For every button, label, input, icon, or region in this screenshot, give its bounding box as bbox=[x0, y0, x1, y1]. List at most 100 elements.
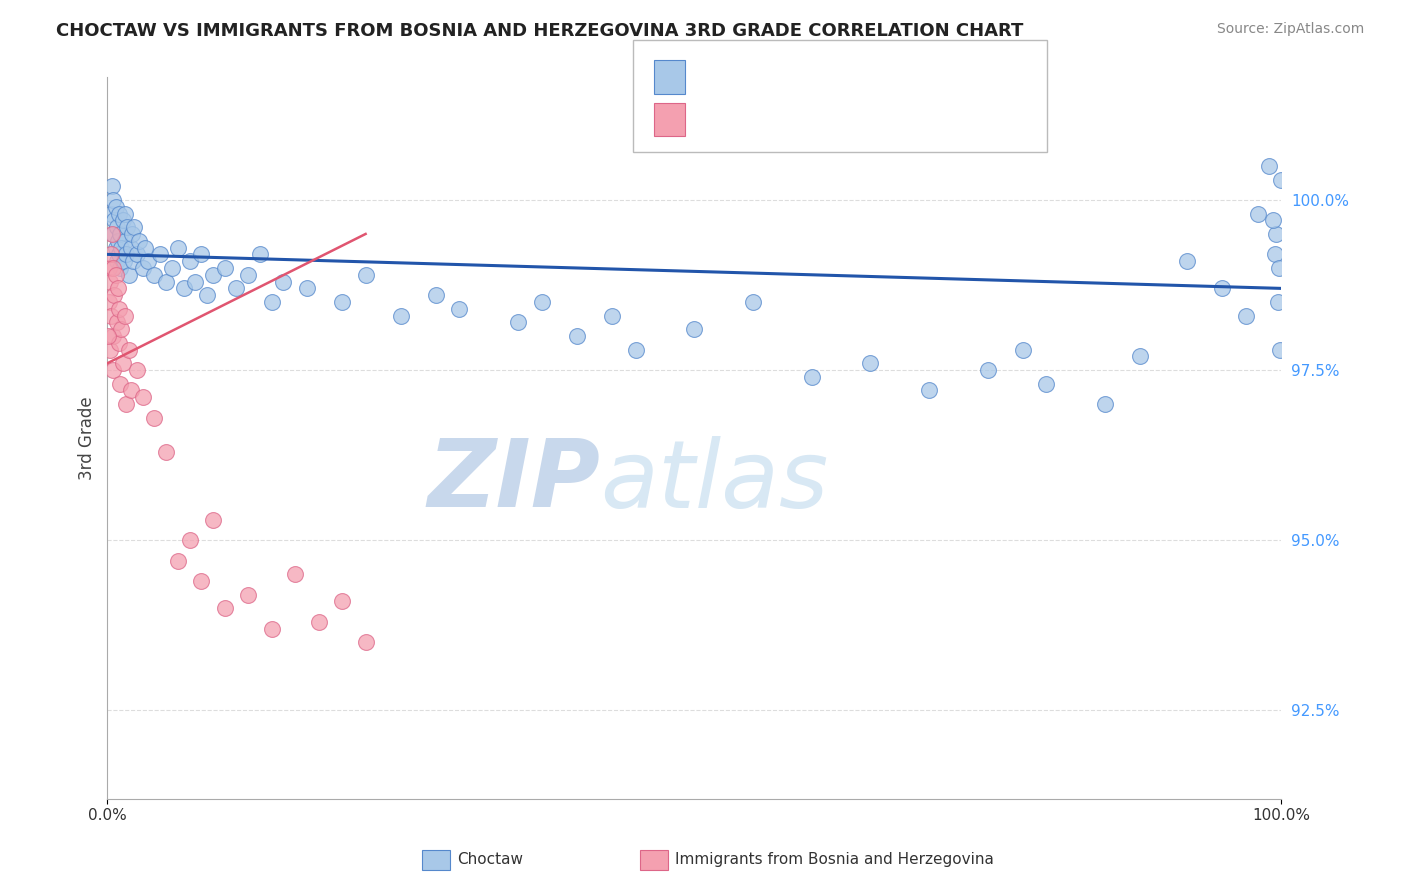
Point bbox=[1175, 254, 1198, 268]
Point bbox=[260, 622, 283, 636]
Point bbox=[100, 247, 122, 261]
Point bbox=[308, 615, 330, 629]
Point bbox=[110, 227, 132, 241]
Point bbox=[238, 588, 260, 602]
Point bbox=[114, 309, 136, 323]
Point bbox=[110, 322, 132, 336]
Point bbox=[295, 281, 318, 295]
Point bbox=[530, 295, 553, 310]
Point bbox=[225, 281, 247, 295]
Point bbox=[120, 241, 142, 255]
Point bbox=[179, 533, 201, 548]
Point bbox=[104, 268, 127, 282]
Point bbox=[1267, 260, 1289, 275]
Point bbox=[859, 356, 882, 370]
Text: CHOCTAW VS IMMIGRANTS FROM BOSNIA AND HERZEGOVINA 3RD GRADE CORRELATION CHART: CHOCTAW VS IMMIGRANTS FROM BOSNIA AND HE… bbox=[56, 22, 1024, 40]
Point bbox=[976, 363, 998, 377]
Point bbox=[1264, 247, 1286, 261]
Point bbox=[101, 179, 124, 194]
Point bbox=[125, 247, 148, 261]
Point bbox=[98, 343, 121, 357]
Point bbox=[108, 335, 131, 350]
Text: R = 0.230    N = 39: R = 0.230 N = 39 bbox=[696, 98, 859, 116]
Point bbox=[105, 254, 128, 268]
Point bbox=[354, 635, 377, 649]
Point bbox=[101, 227, 124, 241]
Point bbox=[101, 363, 124, 377]
Point bbox=[1270, 172, 1292, 186]
Point bbox=[112, 254, 135, 268]
Point bbox=[131, 390, 153, 404]
Point bbox=[195, 288, 218, 302]
Point bbox=[1261, 213, 1284, 227]
Point bbox=[105, 220, 128, 235]
Point bbox=[179, 254, 201, 268]
Point bbox=[624, 343, 647, 357]
Point bbox=[115, 397, 138, 411]
Point bbox=[1211, 281, 1233, 295]
Point bbox=[103, 193, 125, 207]
Point bbox=[166, 553, 188, 567]
Point bbox=[143, 410, 166, 425]
Point bbox=[143, 268, 166, 282]
Point bbox=[117, 220, 139, 235]
Point bbox=[214, 601, 236, 615]
Point bbox=[128, 234, 150, 248]
Point bbox=[110, 260, 132, 275]
Point bbox=[184, 275, 207, 289]
Point bbox=[260, 295, 283, 310]
Point bbox=[114, 206, 136, 220]
Point bbox=[155, 275, 177, 289]
Y-axis label: 3rd Grade: 3rd Grade bbox=[79, 396, 96, 480]
Point bbox=[1267, 295, 1289, 310]
Point bbox=[107, 281, 129, 295]
Point bbox=[125, 363, 148, 377]
Point bbox=[742, 295, 765, 310]
Point bbox=[389, 309, 412, 323]
Point bbox=[103, 288, 125, 302]
Text: Immigrants from Bosnia and Herzegovina: Immigrants from Bosnia and Herzegovina bbox=[675, 853, 994, 867]
Point bbox=[114, 234, 136, 248]
Point bbox=[98, 295, 121, 310]
Text: Choctaw: Choctaw bbox=[457, 853, 523, 867]
Text: atlas: atlas bbox=[600, 436, 828, 527]
Point bbox=[190, 247, 212, 261]
Point bbox=[330, 594, 353, 608]
Point bbox=[108, 301, 131, 316]
Point bbox=[100, 309, 122, 323]
Point bbox=[1265, 227, 1288, 241]
Point bbox=[105, 315, 128, 329]
Point bbox=[107, 234, 129, 248]
Point bbox=[214, 260, 236, 275]
Point bbox=[110, 376, 132, 391]
Point bbox=[508, 315, 530, 329]
Text: ZIP: ZIP bbox=[427, 435, 600, 527]
Point bbox=[1094, 397, 1116, 411]
Point bbox=[115, 247, 138, 261]
Point bbox=[683, 322, 706, 336]
Point bbox=[103, 227, 125, 241]
Text: Source: ZipAtlas.com: Source: ZipAtlas.com bbox=[1216, 22, 1364, 37]
Point bbox=[1246, 206, 1268, 220]
Point bbox=[160, 260, 183, 275]
Point bbox=[100, 206, 122, 220]
Point bbox=[122, 254, 145, 268]
Point bbox=[104, 200, 127, 214]
Point bbox=[98, 275, 121, 289]
Point bbox=[97, 329, 120, 343]
Point bbox=[1129, 350, 1152, 364]
Point bbox=[354, 268, 377, 282]
Point bbox=[134, 241, 156, 255]
Point bbox=[104, 241, 127, 255]
Point bbox=[173, 281, 195, 295]
Point bbox=[131, 260, 153, 275]
Point bbox=[238, 268, 260, 282]
Point bbox=[565, 329, 588, 343]
Point bbox=[1234, 309, 1257, 323]
Point bbox=[138, 254, 160, 268]
Point bbox=[202, 513, 225, 527]
Point bbox=[108, 206, 131, 220]
Point bbox=[190, 574, 212, 588]
Point bbox=[103, 260, 125, 275]
Point bbox=[449, 301, 471, 316]
